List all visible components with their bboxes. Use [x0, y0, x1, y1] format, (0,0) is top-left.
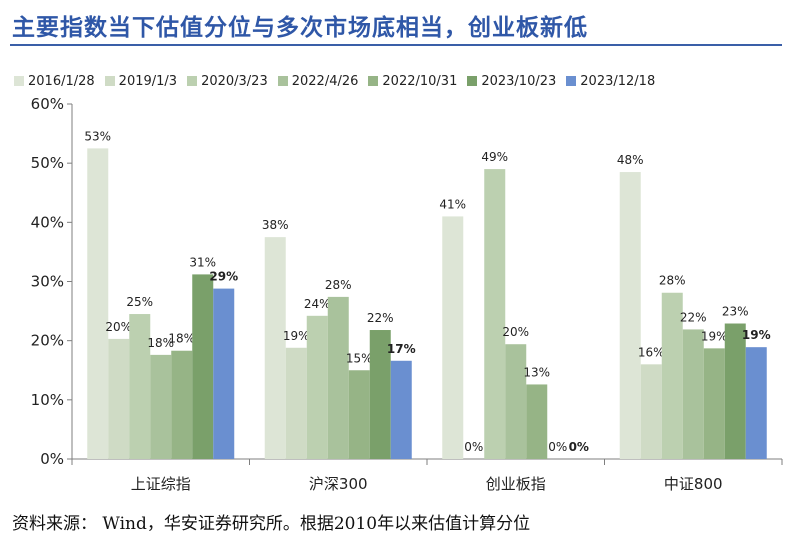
bar [129, 314, 151, 459]
bar [390, 360, 412, 459]
bar [306, 315, 328, 459]
x-category-label: 沪深300 [309, 475, 368, 493]
data-label: 28% [659, 274, 686, 288]
bar [213, 288, 235, 459]
data-label: 13% [523, 365, 550, 379]
bar [703, 348, 725, 459]
bar [682, 329, 704, 459]
chart-legend: 2016/1/28 2019/1/3 2020/3/23 2022/4/26 2022/… [14, 70, 655, 92]
source-note: 资料来源： Wind，华安证券研究所。根据2010年以来估值计算分位 [12, 514, 531, 534]
y-tick-label: 60% [31, 95, 64, 113]
bar [264, 237, 286, 459]
legend-swatch [187, 76, 198, 86]
bar [285, 347, 307, 459]
bar [745, 347, 767, 459]
legend-label: 2019/1/3 [118, 73, 178, 89]
data-label: 23% [722, 305, 749, 319]
bar [327, 296, 349, 459]
y-tick-label: 30% [31, 273, 64, 291]
bar [442, 216, 464, 459]
y-tick-label: 0% [40, 450, 64, 468]
bar [484, 169, 506, 460]
data-label: 25% [126, 295, 153, 309]
data-label: 49% [481, 150, 508, 164]
legend-item: 2023/12/18 [566, 74, 655, 89]
data-label: 0% [464, 440, 483, 454]
legend-label: 2023/12/18 [580, 73, 656, 89]
bar [150, 354, 172, 459]
y-tick-label: 10% [31, 391, 64, 409]
data-label: 31% [189, 255, 216, 269]
data-label: 28% [325, 278, 352, 292]
bar [108, 338, 130, 459]
bar [526, 384, 548, 459]
data-label: 17% [387, 342, 416, 356]
legend-item: 2023/10/23 [467, 74, 556, 89]
data-label: 29% [209, 270, 238, 284]
data-label: 22% [680, 310, 707, 324]
data-label: 53% [84, 129, 111, 143]
data-label: 20% [502, 325, 529, 339]
legend-swatch [14, 76, 24, 86]
data-label: 19% [701, 329, 728, 343]
legend-swatch [277, 76, 288, 86]
legend-swatch [566, 76, 577, 86]
data-label: 0% [569, 440, 589, 454]
data-label: 16% [638, 345, 665, 359]
legend-item: 2016/1/28 [14, 74, 95, 89]
bar [661, 292, 683, 459]
bar [724, 323, 746, 459]
x-category-label: 创业板指 [486, 475, 546, 493]
data-label: 18% [147, 336, 174, 350]
x-category-label: 中证800 [664, 475, 723, 493]
data-label: 0% [548, 440, 567, 454]
legend-item: 2019/1/3 [104, 73, 178, 89]
legend-label: 2016/1/28 [28, 73, 95, 89]
legend-item: 2020/3/23 [187, 74, 268, 89]
bar [348, 370, 370, 459]
data-label: 48% [617, 153, 644, 167]
data-label: 18% [168, 332, 195, 346]
y-tick-label: 40% [31, 213, 64, 231]
data-label: 19% [283, 329, 310, 343]
bar [171, 350, 193, 459]
legend-swatch [467, 76, 478, 86]
bar [640, 364, 662, 459]
legend-swatch [104, 76, 115, 86]
data-label: 41% [439, 197, 466, 211]
legend-label: 2020/3/23 [201, 73, 268, 89]
title-divider [10, 44, 782, 46]
bar [619, 172, 641, 459]
bar [369, 330, 391, 459]
bar [87, 148, 109, 459]
y-tick-label: 50% [31, 154, 64, 172]
legend-item: 2022/10/31 [368, 74, 457, 89]
x-category-label: 上证综指 [131, 475, 191, 493]
data-label: 19% [742, 328, 771, 342]
legend-item: 2022/4/26 [277, 73, 359, 89]
legend-label: 2023/10/23 [481, 73, 557, 89]
data-label: 15% [346, 351, 373, 365]
chart-title: 主要指数当下估值分位与多次市场底相当，创业板新低 [12, 14, 588, 41]
legend-label: 2022/4/26 [291, 73, 359, 89]
data-label: 22% [367, 311, 394, 325]
data-label: 24% [304, 297, 331, 311]
data-label: 20% [105, 320, 132, 334]
bar [505, 344, 527, 459]
bar [192, 274, 214, 459]
legend-swatch [368, 76, 379, 86]
y-tick-label: 20% [31, 332, 64, 350]
legend-label: 2022/10/31 [382, 73, 458, 89]
data-label: 38% [262, 218, 289, 232]
